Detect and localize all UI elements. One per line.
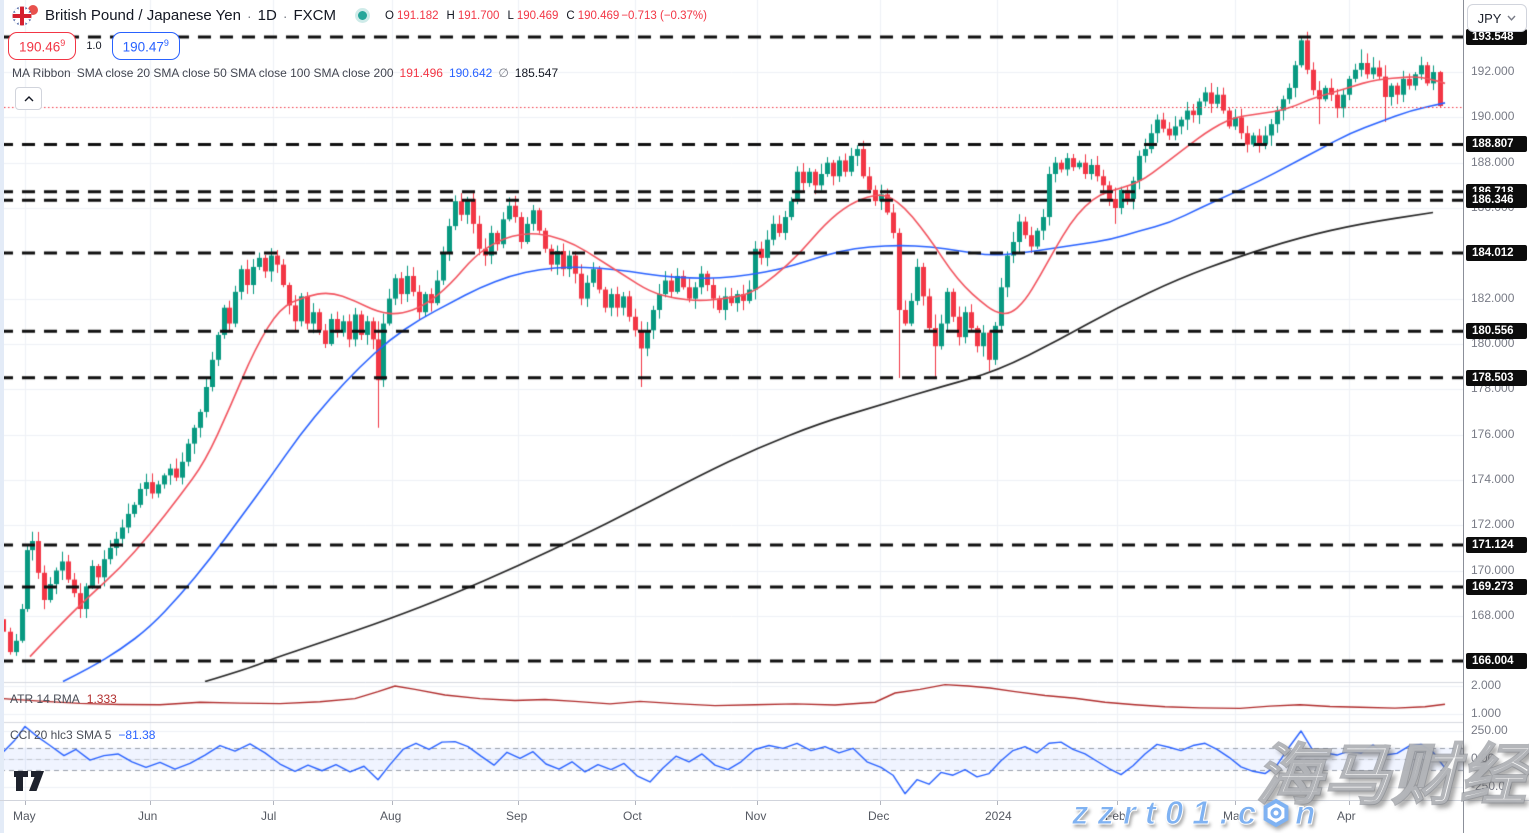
month-label: Aug: [380, 809, 402, 823]
price-level-badge: 188.807: [1466, 136, 1527, 152]
indicator-params: SMA close 20 SMA close 50 SMA close 100 …: [76, 66, 394, 80]
currency-label: JPY: [1477, 10, 1502, 26]
average-value: 185.547: [514, 66, 559, 80]
atr-tick-label: 1.000: [1471, 706, 1502, 720]
month-tick: [1117, 801, 1118, 805]
chevron-up-icon: [24, 95, 33, 101]
quote-row: 190.469 1.0 190.479: [8, 32, 180, 60]
price-level-badge: 178.503: [1466, 370, 1527, 386]
separator-dot: ·: [282, 7, 288, 24]
price-tick-label: 182.000: [1471, 291, 1515, 305]
price-tick-label: 176.000: [1471, 427, 1515, 441]
price-level-badge: 193.548: [1466, 29, 1527, 45]
timeframe-label[interactable]: 1D: [257, 7, 277, 24]
chevron-down-icon: [1507, 15, 1516, 21]
month-label: May: [13, 809, 36, 823]
month-tick: [635, 801, 636, 805]
month-tick: [757, 801, 758, 805]
month-tick: [997, 801, 998, 805]
collapse-legend-button[interactable]: [15, 87, 42, 110]
ma-ribbon-legend[interactable]: MA Ribbon SMA close 20 SMA close 50 SMA …: [12, 66, 558, 80]
month-label: Jul: [261, 809, 277, 823]
price-tick-label: 174.000: [1471, 472, 1515, 486]
close-value: 190.469: [577, 9, 620, 22]
month-tick: [880, 801, 881, 805]
close-label: C: [566, 9, 575, 22]
high-value: 191.700: [457, 9, 500, 22]
price-axis[interactable]: 192.000190.000188.000186.000182.000180.0…: [1463, 0, 1529, 833]
currency-pair-flag-icon: [12, 5, 38, 26]
price-level-badge: 171.124: [1466, 537, 1527, 553]
price-tick-label: 172.000: [1471, 517, 1515, 531]
average-symbol: ∅: [498, 66, 509, 80]
price-tick-label: 188.000: [1471, 155, 1515, 169]
month-tick: [1349, 801, 1350, 805]
high-label: H: [446, 9, 455, 22]
price-level-badge: 184.012: [1466, 245, 1527, 261]
open-value: 191.182: [396, 9, 439, 22]
price-level-badge: 166.004: [1466, 653, 1527, 669]
cci-tick-label: -250.00: [1471, 779, 1512, 793]
atr-legend[interactable]: ATR 14 RMA 1.333: [10, 692, 117, 706]
left-edge-strip: [0, 0, 4, 833]
cci-tick-label: 250.00: [1471, 723, 1508, 737]
month-label: Nov: [745, 809, 767, 823]
month-tick: [1235, 801, 1236, 805]
sell-button[interactable]: 190.469: [8, 32, 77, 60]
spread-value: 1.0: [83, 39, 105, 52]
atr-name: ATR 14 RMA: [10, 692, 80, 706]
ohlc-values: O 191.182 H 191.700 L 190.469 C 190.469: [385, 10, 619, 22]
low-label: L: [507, 9, 514, 22]
change-value: −0.713 (−0.37%): [621, 9, 707, 22]
month-label: Feb: [1105, 809, 1126, 823]
cci-value: −81.38: [118, 728, 156, 742]
market-status-dot-icon: [358, 11, 368, 20]
cci-tick-label: 0.00: [1471, 751, 1495, 765]
price-tick-label: 192.000: [1471, 64, 1515, 78]
sma50-value: 190.642: [448, 66, 493, 80]
exchange-label[interactable]: FXCM: [293, 7, 337, 24]
month-label: Dec: [868, 809, 890, 823]
price-tick-label: 168.000: [1471, 608, 1515, 622]
month-tick: [392, 801, 393, 805]
price-level-badge: 186.346: [1466, 192, 1527, 208]
month-tick: [25, 801, 26, 805]
price-level-badge: 169.273: [1466, 579, 1527, 595]
month-tick: [150, 801, 151, 805]
indicator-name: MA Ribbon: [12, 66, 71, 80]
time-axis[interactable]: May Jun Jul Aug Sep Oct Nov Dec 2024 Feb Mar Apr: [0, 800, 1529, 833]
tradingview-logo-icon[interactable]: [13, 770, 49, 797]
symbol-title[interactable]: British Pound / Japanese Yen: [45, 7, 241, 24]
price-level-badge: 180.556: [1466, 323, 1527, 339]
month-label: 2024: [985, 809, 1012, 823]
month-label: Apr: [1337, 809, 1356, 823]
open-label: O: [385, 9, 394, 22]
month-label: Sep: [506, 809, 528, 823]
uk-flag-icon: [12, 6, 32, 26]
cci-name: CCI 20 hlc3 SMA 5: [10, 728, 112, 742]
currency-selector-button[interactable]: JPY: [1467, 4, 1527, 32]
symbol-header: British Pound / Japanese Yen · 1D · FXCM…: [12, 5, 707, 26]
buy-button[interactable]: 190.479: [111, 32, 180, 60]
price-tick-label: 170.000: [1471, 563, 1515, 577]
low-value: 190.469: [516, 9, 559, 22]
cci-legend[interactable]: CCI 20 hlc3 SMA 5 −81.38: [10, 728, 155, 742]
price-tick-label: 190.000: [1471, 109, 1515, 123]
month-label: Oct: [623, 809, 642, 823]
separator-dot: ·: [246, 7, 252, 24]
sma20-value: 191.496: [399, 66, 443, 80]
japan-flag-icon: [28, 5, 38, 15]
month-tick: [273, 801, 274, 805]
month-tick: [518, 801, 519, 805]
month-label: Mar: [1223, 809, 1244, 823]
month-label: Jun: [138, 809, 158, 823]
atr-tick-label: 2.000: [1471, 678, 1502, 692]
atr-value: 1.333: [86, 692, 117, 706]
price-tick-label: 180.000: [1471, 336, 1515, 350]
